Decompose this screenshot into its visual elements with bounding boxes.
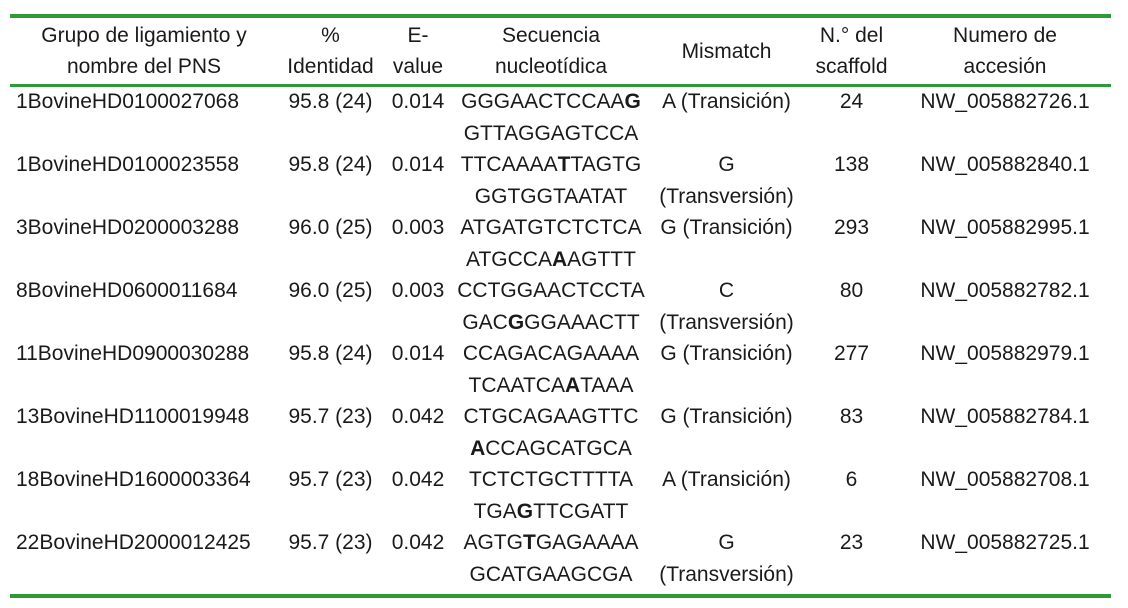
cell-accession: NW_005882979.1 — [920, 342, 1090, 365]
sequence-line-2: GCATGAAGCGA — [469, 562, 633, 586]
table-header: Grupo de ligamiento y nombre del PNS % I… — [10, 18, 1111, 86]
table-header-rule — [10, 84, 1111, 87]
header-scaffold: N.° del scaffold — [815, 24, 888, 78]
cell-sequence: CCTGGAACTCCTA GACGGGAAACTT — [453, 275, 649, 338]
cell-mismatch: G (Transversión) — [659, 531, 794, 586]
cell-identity: 95.7 (23) — [288, 531, 373, 554]
cell-sequence: ATGATGTCTCTCA ATGCCAAAGTTT — [453, 212, 649, 275]
header-sequence: Secuencia nucleotídica — [494, 24, 608, 78]
cell-identity: 95.7 (23) — [288, 468, 373, 491]
cell-evalue: 0.014 — [391, 153, 445, 176]
cell-identity: 96.0 (25) — [288, 216, 373, 239]
sequence-line-2: ACCAGCATGCA — [470, 436, 632, 460]
cell-mismatch: C (Transversión) — [659, 279, 794, 334]
sequence-line-2: TCAATCAATAAA — [468, 373, 634, 397]
cell-scaffold: 83 — [839, 405, 864, 428]
cell-mismatch: A (Transición) — [662, 468, 791, 491]
sequence-line-2: TGAGTTCGATT — [473, 499, 629, 523]
cell-evalue: 0.042 — [391, 468, 445, 491]
sequence-line-1: TTCAAAATTAGTG — [460, 153, 642, 176]
cell-group: 11BovineHD0900030288 — [16, 342, 250, 365]
cell-scaffold: 80 — [839, 279, 864, 302]
cell-mismatch: G (Transversión) — [659, 153, 794, 208]
cell-accession: NW_005882725.1 — [920, 531, 1090, 554]
table-bottom-rule — [10, 594, 1111, 598]
header-mismatch: Mismatch — [681, 39, 772, 63]
cell-identity: 95.8 (24) — [288, 342, 373, 365]
table-row: 3BovineHD0200003288 96.0 (25) 0.003 ATGA… — [10, 212, 1111, 275]
cell-group: 22BovineHD2000012425 — [16, 531, 251, 554]
cell-scaffold: 23 — [839, 531, 864, 554]
table-top-rule — [10, 14, 1111, 18]
cell-mismatch: G (Transición) — [660, 342, 793, 365]
cell-accession: NW_005882784.1 — [920, 405, 1090, 428]
cell-scaffold: 277 — [833, 342, 870, 365]
cell-sequence: AGTGTGAGAAAA GCATGAAGCGA — [453, 527, 649, 590]
sequence-line-2: ATGCCAAAGTTT — [466, 247, 636, 271]
cell-mismatch: G (Transición) — [660, 216, 793, 239]
cell-accession: NW_005882782.1 — [920, 279, 1090, 302]
sequence-line-2: GTTAGGAGTCCA — [463, 121, 639, 145]
cell-accession: NW_005882995.1 — [920, 216, 1090, 239]
cell-mismatch: G (Transición) — [660, 405, 793, 428]
table-row: 13BovineHD1100019948 95.7 (23) 0.042 CTG… — [10, 401, 1111, 464]
header-row: Grupo de ligamiento y nombre del PNS % I… — [10, 18, 1111, 86]
table-body: 1BovineHD0100027068 95.8 (24) 0.014 GGGA… — [10, 86, 1111, 590]
sequence-line-1: GGGAACTCCAAG — [461, 90, 641, 113]
sequence-line-1: CCAGACAGAAAA — [462, 342, 640, 365]
sequence-line-1: TCTCTGCTTTTA — [468, 468, 634, 491]
table-row: 22BovineHD2000012425 95.7 (23) 0.042 AGT… — [10, 527, 1111, 590]
sequence-line-1: AGTGTGAGAAAA — [463, 531, 639, 554]
cell-evalue: 0.014 — [391, 342, 445, 365]
cell-identity: 95.8 (24) — [288, 90, 373, 113]
cell-group: 1BovineHD0100027068 — [16, 90, 240, 113]
table-row: 11BovineHD0900030288 95.8 (24) 0.014 CCA… — [10, 338, 1111, 401]
cell-identity: 96.0 (25) — [288, 279, 373, 302]
cell-identity: 95.8 (24) — [288, 153, 373, 176]
sequence-line-2: GGTGGTAATAT — [474, 184, 628, 208]
cell-scaffold: 293 — [833, 216, 870, 239]
header-group: Grupo de ligamiento y nombre del PNS — [41, 24, 247, 78]
header-evalue: E- value — [392, 24, 444, 78]
cell-sequence: TTCAAAATTAGTG GGTGGTAATAT — [453, 149, 649, 212]
cell-identity: 95.7 (23) — [288, 405, 373, 428]
header-identity: % Identidad — [287, 24, 374, 78]
cell-accession: NW_005882840.1 — [920, 153, 1090, 176]
cell-evalue: 0.003 — [391, 216, 445, 239]
sequence-line-1: CCTGGAACTCCTA — [457, 279, 645, 302]
header-accession: Numero de accesión — [953, 24, 1057, 78]
table-row: 18BovineHD1600003364 95.7 (23) 0.042 TCT… — [10, 464, 1111, 527]
cell-sequence: TCTCTGCTTTTA TGAGTTCGATT — [453, 464, 649, 527]
cell-group: 13BovineHD1100019948 — [16, 405, 250, 428]
snp-table: Grupo de ligamiento y nombre del PNS % I… — [10, 18, 1111, 590]
cell-evalue: 0.042 — [391, 405, 445, 428]
sequence-line-2: GACGGGAAACTT — [462, 310, 640, 334]
table-row: 8BovineHD0600011684 96.0 (25) 0.003 CCTG… — [10, 275, 1111, 338]
cell-mismatch: A (Transición) — [662, 90, 791, 113]
cell-scaffold: 138 — [833, 153, 870, 176]
cell-group: 8BovineHD0600011684 — [16, 279, 238, 302]
table-row: 1BovineHD0100023558 95.8 (24) 0.014 TTCA… — [10, 149, 1111, 212]
cell-accession: NW_005882726.1 — [920, 90, 1090, 113]
cell-sequence: GGGAACTCCAAG GTTAGGAGTCCA — [453, 86, 649, 149]
cell-accession: NW_005882708.1 — [920, 468, 1090, 491]
cell-evalue: 0.014 — [391, 90, 445, 113]
cell-sequence: CCAGACAGAAAA TCAATCAATAAA — [453, 338, 649, 401]
cell-group: 18BovineHD1600003364 — [16, 468, 251, 491]
cell-sequence: CTGCAGAAGTTC ACCAGCATGCA — [453, 401, 649, 464]
table-row: 1BovineHD0100027068 95.8 (24) 0.014 GGGA… — [10, 86, 1111, 149]
cell-group: 3BovineHD0200003288 — [16, 216, 240, 239]
sequence-line-1: CTGCAGAAGTTC — [463, 405, 639, 428]
sequence-line-1: ATGATGTCTCTCA — [460, 216, 642, 239]
cell-group: 1BovineHD0100023558 — [16, 153, 240, 176]
cell-evalue: 0.003 — [391, 279, 445, 302]
cell-evalue: 0.042 — [391, 531, 445, 554]
cell-scaffold: 24 — [839, 90, 864, 113]
cell-scaffold: 6 — [845, 468, 858, 491]
